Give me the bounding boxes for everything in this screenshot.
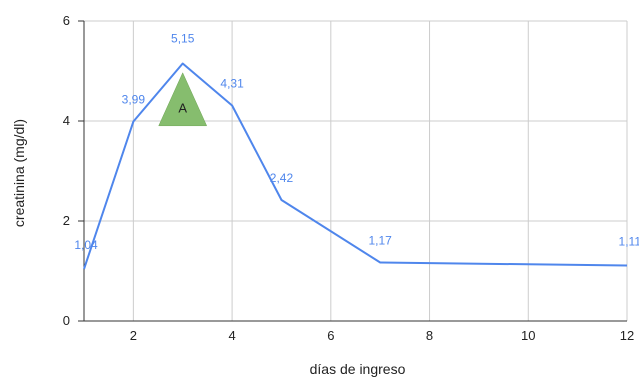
- x-tick-label-2: 2: [130, 328, 137, 343]
- triangle-marker-label-0: A: [178, 101, 187, 116]
- series-line-layer: [83, 62, 628, 270]
- data-label-2: 5,15: [171, 32, 195, 46]
- x-tick-label-10: 10: [521, 328, 535, 343]
- x-tick-label-6: 6: [327, 328, 334, 343]
- y-tick-label-0: 0: [63, 313, 70, 328]
- data-label-5: 1,17: [369, 234, 393, 248]
- y-tick-label-2: 2: [63, 213, 70, 228]
- data-label-6: 1,11: [619, 235, 639, 249]
- x-tick-label-8: 8: [426, 328, 433, 343]
- grid-lines: [84, 20, 628, 321]
- axes: [78, 20, 627, 322]
- triangle-marker-0: [158, 72, 208, 127]
- data-label-4: 2,42: [270, 171, 294, 185]
- annotations: A: [158, 72, 208, 127]
- tick-labels: 2 4 6 8 10 12 0 2 4 6: [63, 13, 634, 343]
- data-label-1: 3,99: [122, 93, 146, 107]
- y-tick-label-6: 6: [63, 13, 70, 28]
- data-label-3: 4,31: [220, 77, 244, 91]
- y-axis-title: creatinina (mg/dl): [11, 119, 27, 227]
- series-line-0: [83, 62, 628, 270]
- x-tick-label-4: 4: [228, 328, 235, 343]
- x-axis-title: días de ingreso: [310, 361, 406, 377]
- data-label-0: 1,04: [74, 238, 98, 252]
- data-labels: 1,04 3,99 5,15 4,31 2,42 1,17 1,11: [74, 32, 639, 253]
- x-tick-label-12: 12: [620, 328, 634, 343]
- y-tick-label-4: 4: [63, 113, 70, 128]
